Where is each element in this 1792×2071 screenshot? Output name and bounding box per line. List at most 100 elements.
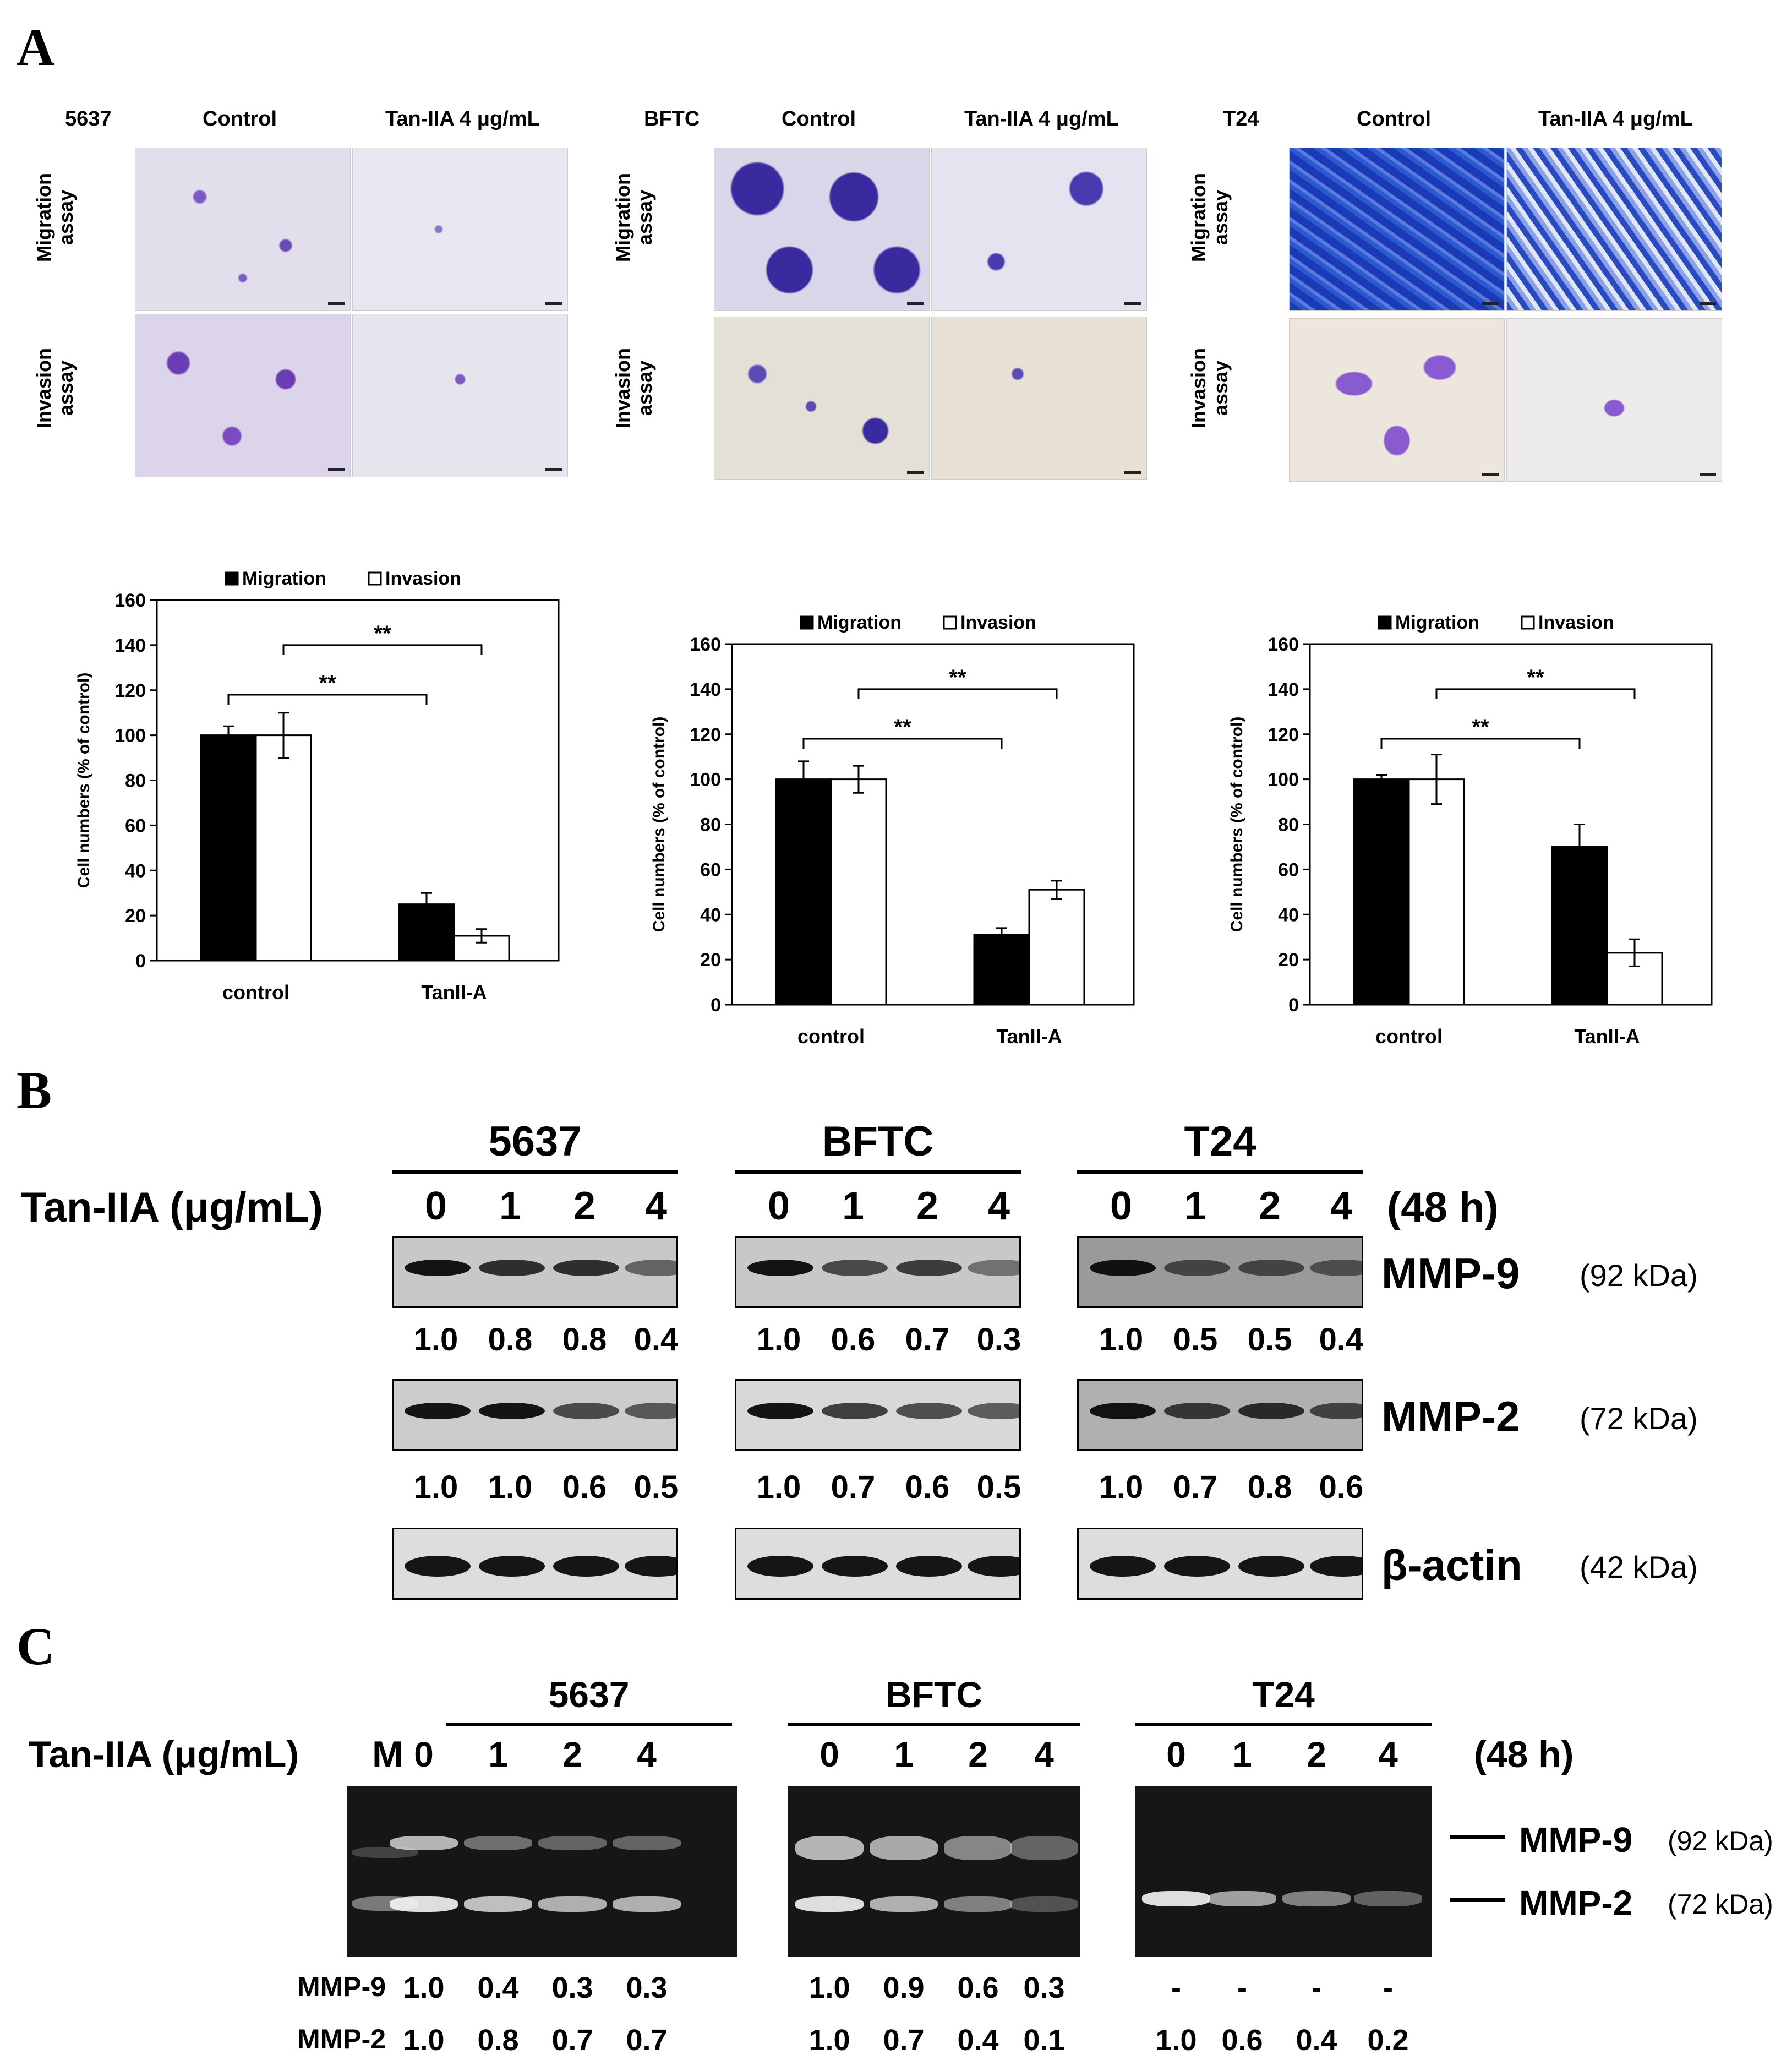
lane-label: 2	[573, 1184, 596, 1228]
band-mmp2	[870, 1896, 938, 1912]
y-tick-label: 80	[1278, 815, 1299, 836]
band	[896, 1260, 962, 1276]
micrograph-migration-control	[135, 148, 351, 311]
quant-mmp2: 0.8	[477, 2024, 519, 2057]
legend-label-migration: Migration	[817, 612, 902, 633]
x-tick-label: TanII-A	[1574, 1025, 1640, 1048]
quant-mmp9: 0.5	[1247, 1322, 1292, 1358]
significance-label: **	[374, 622, 391, 646]
quant-mmp9: 0.3	[551, 1971, 593, 2004]
band	[747, 1556, 813, 1577]
band	[822, 1403, 888, 1419]
significance-bracket: **	[1380, 715, 1581, 749]
legend-label-invasion: Invasion	[385, 568, 461, 589]
panel-label-a: A	[17, 18, 55, 77]
bar-invasion-control	[1408, 778, 1465, 1006]
quant-mmp2: 1.0	[756, 1469, 801, 1505]
micrograph-migration-control	[1289, 148, 1505, 311]
y-tick-label: 60	[1278, 859, 1299, 880]
band	[405, 1260, 471, 1276]
y-tick-label: 40	[125, 860, 146, 881]
group-underline	[735, 1170, 1021, 1174]
marker-label: M	[372, 1734, 403, 1775]
error-bar	[223, 725, 234, 745]
quant-mmp2: 0.5	[633, 1469, 679, 1505]
band-mmp9	[464, 1836, 532, 1850]
row-label-migration: Migration assay	[32, 173, 77, 262]
quant-mmp9: 1.0	[1099, 1322, 1144, 1358]
blot-actin	[392, 1528, 678, 1600]
quant-mmp9: 0.5	[1173, 1322, 1218, 1358]
band	[1164, 1403, 1230, 1419]
error-bar	[278, 712, 289, 759]
band	[822, 1260, 888, 1276]
quant-mmp2: 1.0	[808, 2024, 850, 2057]
cell-line-header: T24	[1252, 1674, 1315, 1715]
quant-mmp2: 0.6	[1319, 1469, 1364, 1505]
band	[1164, 1260, 1230, 1276]
legend-label-migration: Migration	[242, 568, 326, 589]
quant-mmp9: 0.3	[976, 1322, 1021, 1358]
band-pointer-line	[1450, 1898, 1505, 1902]
error-bar	[853, 765, 864, 794]
quant-mmp2: 0.7	[831, 1469, 876, 1505]
lane-label: 0	[819, 1735, 839, 1774]
column-label-treated: Tan-IIA 4 μg/mL	[385, 107, 540, 130]
error-bar	[1629, 938, 1640, 967]
quant-mmp9: 0.8	[562, 1322, 607, 1358]
micrograph-migration-treated	[352, 148, 568, 311]
group-underline	[1077, 1170, 1363, 1174]
cell-line-header: BFTC	[886, 1674, 982, 1715]
band	[1310, 1260, 1362, 1276]
bar-chart-5637: Migration Invasion 0 20 40 60 80 100 120 140 160 Ce…	[75, 568, 560, 1004]
significance-label: **	[1472, 715, 1489, 739]
error-bar	[1574, 824, 1585, 870]
quant-mmp2: 1.0	[403, 2024, 445, 2057]
y-tick-label: 140	[114, 635, 146, 656]
band-mmp2	[795, 1896, 864, 1912]
legend-swatch-migration	[800, 615, 814, 630]
y-tick-label: 160	[1267, 634, 1299, 655]
row-label-migration: Migration assay	[611, 173, 656, 262]
cell-line-header: 5637	[488, 1118, 582, 1165]
column-label-control: Control	[782, 107, 856, 130]
quant-mmp2: 0.7	[551, 2024, 593, 2057]
error-bar	[1376, 773, 1387, 785]
y-tick-label: 80	[125, 771, 146, 792]
lane-label: 1	[1184, 1184, 1207, 1228]
quant-mmp2: 0.6	[1221, 2024, 1263, 2057]
band-mmp9	[795, 1836, 864, 1860]
quant-mmp2: 1.0	[413, 1469, 458, 1505]
band-mmp2	[1142, 1891, 1210, 1906]
quant-mmp9: 0.9	[883, 1971, 925, 2004]
y-tick-label: 120	[1267, 724, 1299, 745]
micrograph-migration-control	[714, 148, 930, 311]
y-tick-label: 0	[711, 995, 721, 1016]
band-mmp9	[944, 1836, 1012, 1860]
y-tick-label: 120	[690, 724, 721, 745]
cell-line-header: T24	[1184, 1118, 1256, 1165]
band	[479, 1260, 545, 1276]
marker-band	[352, 1847, 418, 1858]
legend-label-invasion: Invasion	[1538, 612, 1614, 633]
lane-label: 2	[1307, 1735, 1326, 1774]
x-tick-label: TanII-A	[996, 1025, 1062, 1048]
bar-chart-t24: Migration Invasion 0 20 40 60 80 100 120 140 160 Ce…	[1228, 612, 1713, 1048]
legend-swatch-invasion	[1521, 615, 1535, 630]
legend-swatch-migration	[1378, 615, 1392, 630]
protein-label: MMP-9	[1381, 1249, 1520, 1298]
y-axis-label: Cell numbers (% of control)	[650, 717, 668, 933]
legend: Migration Invasion	[225, 568, 461, 589]
band	[405, 1556, 471, 1577]
band	[1090, 1403, 1156, 1419]
lane-label: 2	[916, 1184, 939, 1228]
panel-label-c: C	[17, 1617, 55, 1676]
band-mmp9	[538, 1836, 607, 1850]
protein-label: MMP-2	[1381, 1392, 1520, 1441]
row-label-invasion: Invasion assay	[32, 347, 77, 429]
lane-label: 0	[767, 1184, 790, 1228]
x-tick-label: control	[1375, 1025, 1443, 1048]
lane-label: 0	[424, 1184, 447, 1228]
blot-mmp9	[1077, 1236, 1363, 1308]
micrograph-migration-treated	[1506, 148, 1722, 311]
